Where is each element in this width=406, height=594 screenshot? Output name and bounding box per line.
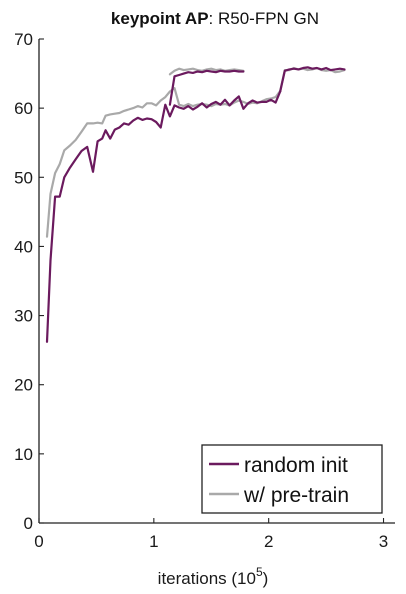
x-tick-label-3: 3 bbox=[379, 532, 388, 551]
x-tick-label-2: 2 bbox=[264, 532, 273, 551]
x-axis-label-prefix: iterations (10 bbox=[158, 569, 256, 588]
legend-label-w-pre-train: w/ pre-train bbox=[243, 484, 349, 507]
y-tick-label-0: 0 bbox=[24, 514, 33, 533]
x-tick-label-1: 1 bbox=[149, 532, 158, 551]
y-tick-label-40: 40 bbox=[14, 237, 33, 256]
series-line-w-pre-train-1 bbox=[168, 67, 245, 76]
tick-labels: 0 10 20 30 40 50 60 70 0 1 2 3 bbox=[14, 30, 388, 551]
x-axis-label: iterations (105) bbox=[158, 565, 269, 588]
series-line-w-pre-train-2 bbox=[279, 66, 346, 93]
series-layer bbox=[45, 66, 346, 343]
y-tick-label-20: 20 bbox=[14, 376, 33, 395]
y-tick-label-70: 70 bbox=[14, 30, 33, 49]
legend: random init w/ pre-train bbox=[201, 444, 383, 514]
chart-title-bold: keypoint AP bbox=[111, 9, 209, 28]
x-axis-label-suffix: ) bbox=[263, 569, 269, 588]
series-line-w-pre-train-0 bbox=[45, 86, 282, 238]
y-tick-label-10: 10 bbox=[14, 445, 33, 464]
chart-title: keypoint AP: R50-FPN GN bbox=[111, 9, 319, 28]
series-line-random-init-0 bbox=[45, 90, 282, 343]
series-line-random-init-2 bbox=[279, 66, 346, 93]
y-tick-label-50: 50 bbox=[14, 168, 33, 187]
x-tick-label-0: 0 bbox=[34, 532, 43, 551]
y-tick-label-30: 30 bbox=[14, 307, 33, 326]
y-tick-label-60: 60 bbox=[14, 99, 33, 118]
legend-box bbox=[201, 444, 383, 514]
legend-label-random-init: random init bbox=[244, 454, 348, 477]
series-line-random-init-1 bbox=[168, 69, 245, 106]
chart-title-rest: : R50-FPN GN bbox=[209, 9, 320, 28]
x-axis-label-exponent: 5 bbox=[256, 565, 263, 579]
axes bbox=[38, 38, 395, 524]
